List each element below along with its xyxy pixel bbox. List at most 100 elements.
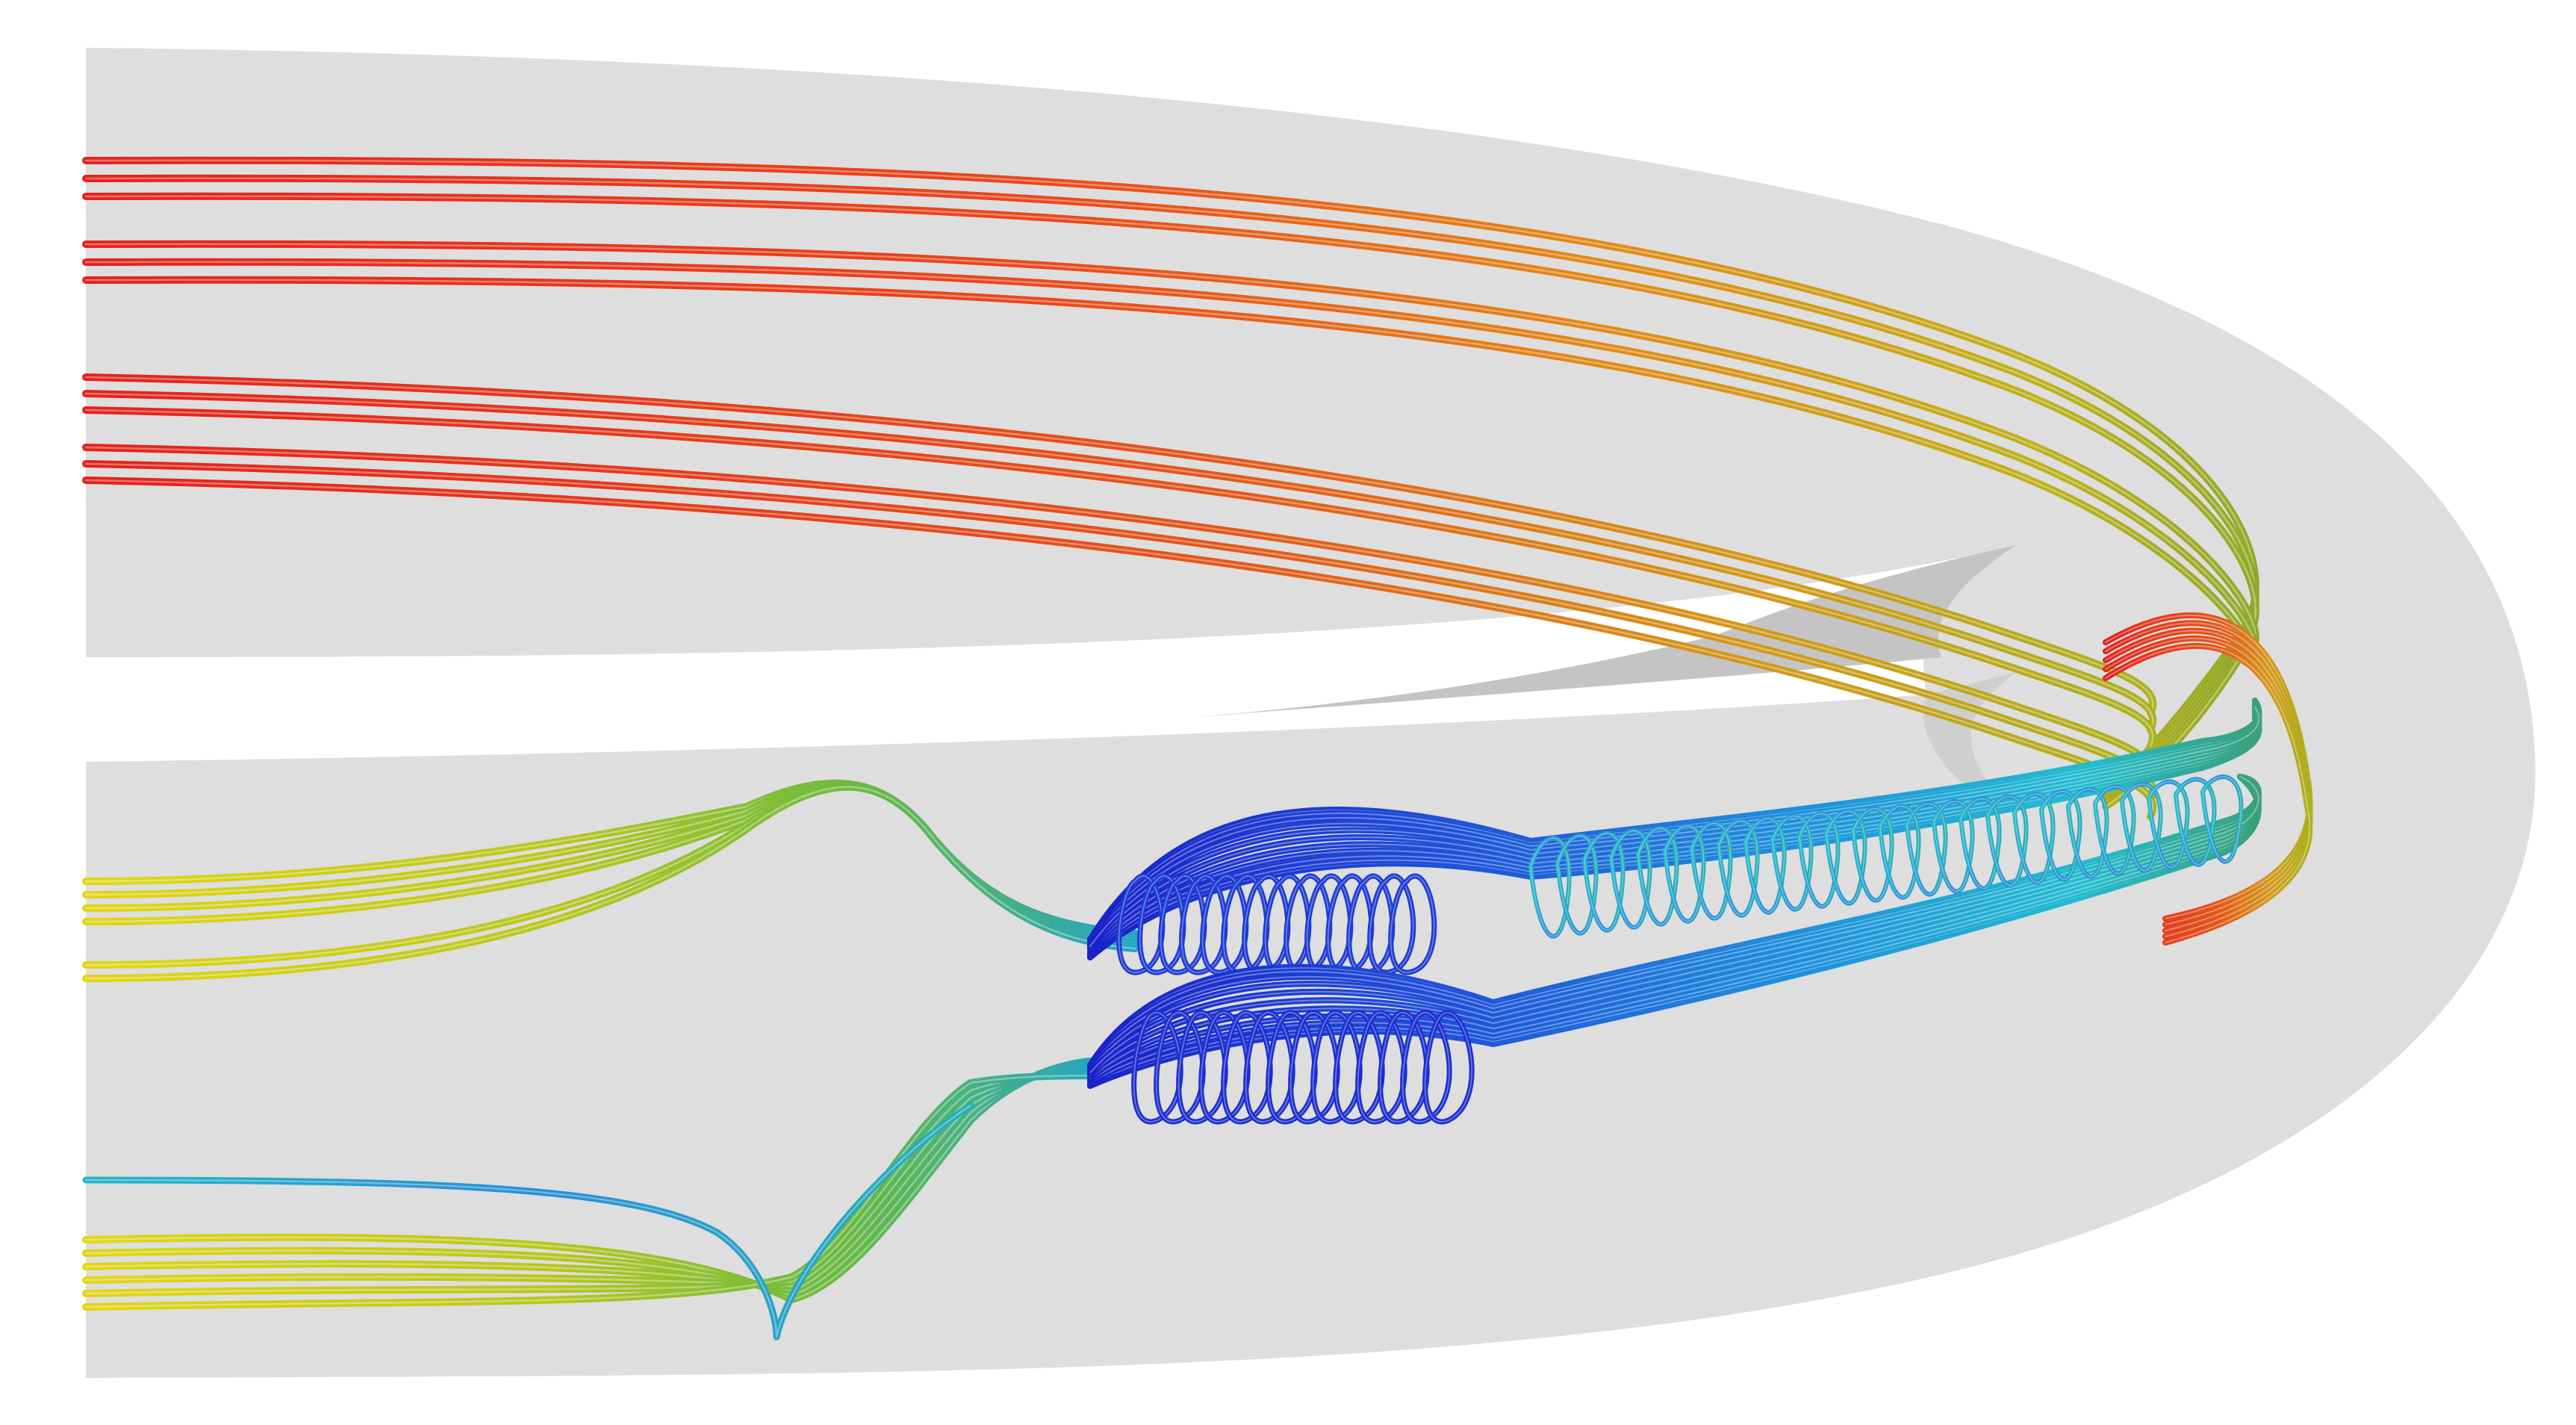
braid-coil-highlight <box>2148 780 2188 869</box>
vortex-coil-lower-highlight <box>1245 1012 1293 1123</box>
streamline-middle-highlight <box>84 786 1136 980</box>
braid-coil-highlight <box>2175 778 2215 866</box>
braid-coil <box>1932 799 1975 894</box>
braid-coil <box>2120 782 2163 873</box>
streamline-lower-loop <box>82 1102 974 1341</box>
streamline-vortex-lower-highlight <box>1089 776 2259 1076</box>
braid-coil-highlight <box>1637 828 1678 925</box>
braid-coil-highlight <box>1933 801 1973 892</box>
streamline-vortex-upper-highlight <box>1089 711 2260 952</box>
vortex-coil-lower <box>1176 1010 1228 1125</box>
vortex-coil-lower-highlight <box>1222 1012 1271 1123</box>
braid-coil <box>2012 792 2056 885</box>
vortex-coil-lower-highlight <box>1334 1012 1383 1123</box>
braid-coil <box>1555 833 1599 936</box>
braid-coil-highlight <box>1664 825 1705 922</box>
streamline-upper-inner <box>82 390 2157 733</box>
braid-coil-highlight <box>2121 783 2162 872</box>
braid-coil <box>1905 801 1948 897</box>
vortex-coil-lower <box>1266 1010 1318 1125</box>
streamline-loop <box>2103 643 2313 946</box>
braid-coil <box>1985 794 2029 888</box>
braid-coil <box>1609 828 1652 930</box>
streamline-vortex-lower-highlight <box>1089 776 2259 1074</box>
streamline-vortex-upper-highlight <box>1089 709 2260 949</box>
braid-coil-highlight <box>2014 793 2054 884</box>
braid-coil-highlight <box>1906 803 1947 895</box>
braid-coil <box>2066 786 2109 879</box>
vortex-coil-lower <box>1355 1010 1407 1125</box>
braid-coil <box>2147 779 2190 870</box>
streamline-upper-inner-highlight <box>84 409 2154 748</box>
braid-coil <box>1528 836 1572 939</box>
streamline-vortex-upper-highlight <box>1089 706 2260 947</box>
vortex-coil-lower-highlight <box>1200 1012 1248 1123</box>
streamline-upper-inner-highlight <box>84 392 2154 731</box>
vortex-coil-lower-highlight <box>1133 1012 1181 1123</box>
braid-coil <box>1636 826 1679 927</box>
braid-coil-highlight <box>1691 822 1732 919</box>
vortex-coil-lower <box>1310 1010 1363 1125</box>
wake-shadow <box>1195 545 2016 717</box>
braid-coil-highlight <box>1772 816 1812 910</box>
braid-coil-highlight <box>1611 830 1651 928</box>
braid-coil <box>1582 831 1625 933</box>
streamline-upper-inner-highlight <box>84 462 2154 801</box>
braid-coil-highlight <box>2202 776 2242 863</box>
streamline-loop-highlight <box>2105 645 2311 943</box>
vortex-coil-lower <box>1198 1010 1251 1125</box>
streamline-upper-inner-highlight <box>84 376 2154 715</box>
streamline-upper-inner <box>82 373 2157 717</box>
vortex-coil-lower <box>1221 1010 1273 1125</box>
streamline-upper-outer-highlight <box>84 279 2257 808</box>
streamline-vortex-upper <box>1087 707 2262 951</box>
streamline-upper-inner <box>82 444 2157 787</box>
braid-coil <box>1770 813 1814 912</box>
streamline-vortex-upper <box>1087 704 2262 949</box>
braid-coil <box>1851 807 1894 903</box>
braid-coil-highlight <box>1557 835 1597 934</box>
braid-coil-highlight <box>1530 837 1570 937</box>
vortex-coil-lower <box>1400 1010 1452 1125</box>
braid-coil-highlight <box>1879 806 1920 898</box>
streamline-vortex-lower <box>1087 774 2262 1076</box>
streamline-upper-outer <box>82 276 2259 810</box>
vortex-coil-lower-highlight <box>1312 1012 1360 1123</box>
braid-coil <box>2200 774 2244 864</box>
vortex-coil-lower-highlight <box>1379 1012 1428 1123</box>
streamline-upper-inner <box>82 406 2157 750</box>
vortex-coil-lower-highlight <box>1424 1012 1472 1123</box>
streamline-lower-loop-highlight <box>84 1104 972 1338</box>
body-outer-surface <box>86 48 2536 1378</box>
braid-coil <box>1878 804 1921 900</box>
vortex-coil-lower <box>1378 1010 1430 1125</box>
braid-coil-highlight <box>2094 786 2135 875</box>
streamline-vortex-lower <box>1087 774 2262 1073</box>
braid-coil <box>1797 811 1841 909</box>
braid-coil-highlight <box>1960 798 2000 890</box>
braid-coil-highlight <box>1826 810 1866 904</box>
braid-coil <box>1824 809 1867 906</box>
streamline-vortex-lower <box>1087 774 2262 1078</box>
vortex-coil-lower <box>1131 1010 1183 1125</box>
inner-shadow <box>1923 672 2016 814</box>
braid-coil-highlight <box>1584 832 1624 931</box>
braid-coil-highlight <box>1799 813 1839 907</box>
vortex-coil-lower <box>1288 1010 1340 1125</box>
braid-coil <box>1690 821 1733 921</box>
braid-coil <box>2039 789 2082 882</box>
vortex-coil-upper-highlight <box>1390 875 1435 973</box>
braid-coil-highlight <box>1852 808 1893 901</box>
vortex-coil-lower <box>1243 1010 1295 1125</box>
body-surface <box>86 48 2536 1378</box>
braid-coil <box>1663 823 1706 924</box>
vortex-coil-lower-highlight <box>1177 1012 1226 1123</box>
vortex-coil-lower <box>1154 1010 1206 1125</box>
vortex-coil-lower-highlight <box>1267 1012 1316 1123</box>
braid-coil <box>1959 796 2002 891</box>
braid-coil-highlight <box>1987 795 2027 887</box>
braid-coil <box>1743 816 1787 915</box>
vortex-coil-upper <box>1388 873 1437 975</box>
streamline-vortex-lower-highlight <box>1089 776 2259 1071</box>
